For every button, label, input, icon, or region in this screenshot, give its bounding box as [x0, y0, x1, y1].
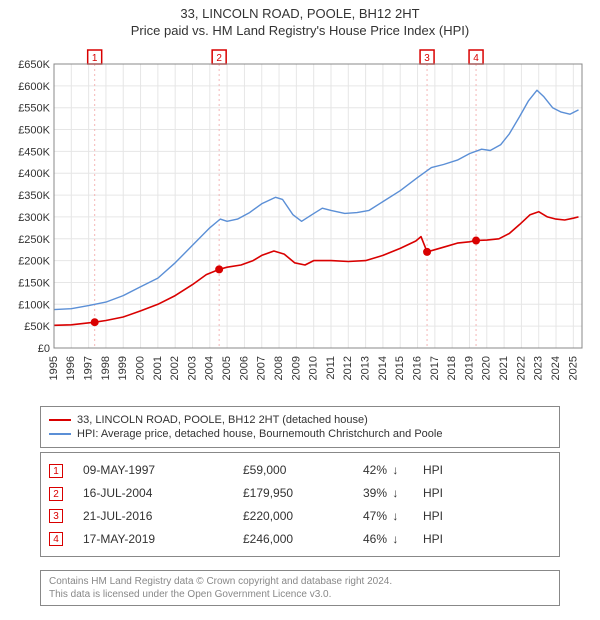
marker-box: 2 — [49, 487, 63, 501]
svg-text:2016: 2016 — [411, 356, 423, 380]
chart-title-line2: Price paid vs. HM Land Registry's House … — [0, 23, 600, 38]
svg-text:1999: 1999 — [117, 356, 129, 380]
svg-text:2018: 2018 — [446, 356, 458, 380]
arrow-down-icon: ↓ — [389, 486, 398, 500]
svg-text:1: 1 — [92, 53, 98, 64]
transaction-row: 4 17-MAY-2019£246,00046% ↓ HPI — [49, 527, 551, 550]
svg-text:4: 4 — [473, 53, 479, 64]
svg-text:2014: 2014 — [377, 356, 389, 380]
transaction-price: £59,000 — [243, 463, 363, 477]
transactions-table: 109-MAY-1997£59,00042% ↓HPI216-JUL-2004£… — [40, 452, 560, 557]
svg-text:2: 2 — [216, 53, 222, 64]
svg-text:1998: 1998 — [100, 356, 112, 380]
svg-text:2007: 2007 — [256, 356, 268, 380]
svg-text:£450K: £450K — [18, 146, 50, 158]
transaction-pct: 39% — [363, 486, 387, 500]
arrow-down-icon: ↓ — [389, 509, 398, 523]
svg-text:£600K: £600K — [18, 81, 50, 93]
svg-text:£150K: £150K — [18, 277, 50, 289]
transaction-pct: 42% — [363, 463, 387, 477]
svg-text:2021: 2021 — [498, 356, 510, 380]
svg-text:2005: 2005 — [221, 356, 233, 380]
transaction-price: £220,000 — [243, 509, 363, 523]
svg-text:2015: 2015 — [394, 356, 406, 380]
legend-label: HPI: Average price, detached house, Bour… — [77, 428, 442, 440]
transaction-row: 1 09-MAY-1997£59,00042% ↓ HPI — [49, 459, 551, 482]
transaction-vs: HPI — [423, 463, 483, 477]
transaction-date: 21-JUL-2016 — [83, 509, 243, 523]
svg-text:£400K: £400K — [18, 168, 50, 180]
legend-label: 33, LINCOLN ROAD, POOLE, BH12 2HT (detac… — [77, 414, 368, 426]
svg-text:1995: 1995 — [48, 356, 60, 380]
transaction-date: 16-JUL-2004 — [83, 486, 243, 500]
transaction-date: 17-MAY-2019 — [83, 532, 243, 546]
svg-text:2002: 2002 — [169, 356, 181, 380]
legend-swatch — [49, 433, 71, 435]
arrow-down-icon: ↓ — [389, 463, 398, 477]
arrow-down-icon: ↓ — [389, 532, 398, 546]
transaction-vs: HPI — [423, 486, 483, 500]
marker-box: 4 — [49, 532, 63, 546]
svg-text:2006: 2006 — [238, 356, 250, 380]
transaction-pct: 47% — [363, 509, 387, 523]
svg-text:2024: 2024 — [550, 356, 562, 380]
svg-text:£200K: £200K — [18, 256, 50, 268]
svg-text:2001: 2001 — [152, 356, 164, 380]
svg-text:£100K: £100K — [18, 299, 50, 311]
transaction-vs: HPI — [423, 509, 483, 523]
svg-text:2012: 2012 — [342, 356, 354, 380]
transaction-price: £179,950 — [243, 486, 363, 500]
svg-text:£250K: £250K — [18, 234, 50, 246]
legend: 33, LINCOLN ROAD, POOLE, BH12 2HT (detac… — [40, 406, 560, 448]
svg-text:2019: 2019 — [463, 356, 475, 380]
svg-text:2010: 2010 — [308, 356, 320, 380]
svg-text:2020: 2020 — [481, 356, 493, 380]
legend-swatch — [49, 419, 71, 421]
svg-text:2025: 2025 — [567, 356, 579, 380]
svg-text:2004: 2004 — [204, 356, 216, 380]
svg-text:£300K: £300K — [18, 212, 50, 224]
footer-line2: This data is licensed under the Open Gov… — [49, 588, 551, 601]
svg-text:£550K: £550K — [18, 103, 50, 115]
legend-item: HPI: Average price, detached house, Bour… — [49, 427, 551, 441]
svg-text:2011: 2011 — [325, 356, 337, 380]
svg-text:£0: £0 — [38, 343, 50, 355]
chart-title-line1: 33, LINCOLN ROAD, POOLE, BH12 2HT — [0, 0, 600, 21]
svg-text:2023: 2023 — [533, 356, 545, 380]
svg-text:£50K: £50K — [24, 321, 50, 333]
svg-text:2009: 2009 — [290, 356, 302, 380]
legend-item: 33, LINCOLN ROAD, POOLE, BH12 2HT (detac… — [49, 413, 551, 427]
svg-text:2000: 2000 — [134, 356, 146, 380]
marker-box: 1 — [49, 464, 63, 478]
transaction-pct: 46% — [363, 532, 387, 546]
attribution-footer: Contains HM Land Registry data © Crown c… — [40, 570, 560, 606]
svg-text:2022: 2022 — [515, 356, 527, 380]
svg-text:2003: 2003 — [186, 356, 198, 380]
svg-text:2017: 2017 — [429, 356, 441, 380]
svg-text:£500K: £500K — [18, 125, 50, 137]
transaction-price: £246,000 — [243, 532, 363, 546]
svg-text:2008: 2008 — [273, 356, 285, 380]
transaction-vs: HPI — [423, 532, 483, 546]
footer-line1: Contains HM Land Registry data © Crown c… — [49, 575, 551, 588]
chart: £0 £50K £100K £150K £200K £250K £300K £350K £400… — [10, 46, 590, 396]
transaction-row: 2 16-JUL-2004£179,95039% ↓ HPI — [49, 482, 551, 505]
transaction-date: 09-MAY-1997 — [83, 463, 243, 477]
transaction-row: 3 21-JUL-2016£220,00047% ↓ HPI — [49, 505, 551, 528]
svg-text:1996: 1996 — [65, 356, 77, 380]
marker-box: 3 — [49, 509, 63, 523]
svg-text:2013: 2013 — [360, 356, 372, 380]
svg-text:£350K: £350K — [18, 190, 50, 202]
svg-text:1997: 1997 — [83, 356, 95, 380]
svg-text:3: 3 — [424, 53, 430, 64]
svg-text:£650K: £650K — [18, 59, 50, 71]
